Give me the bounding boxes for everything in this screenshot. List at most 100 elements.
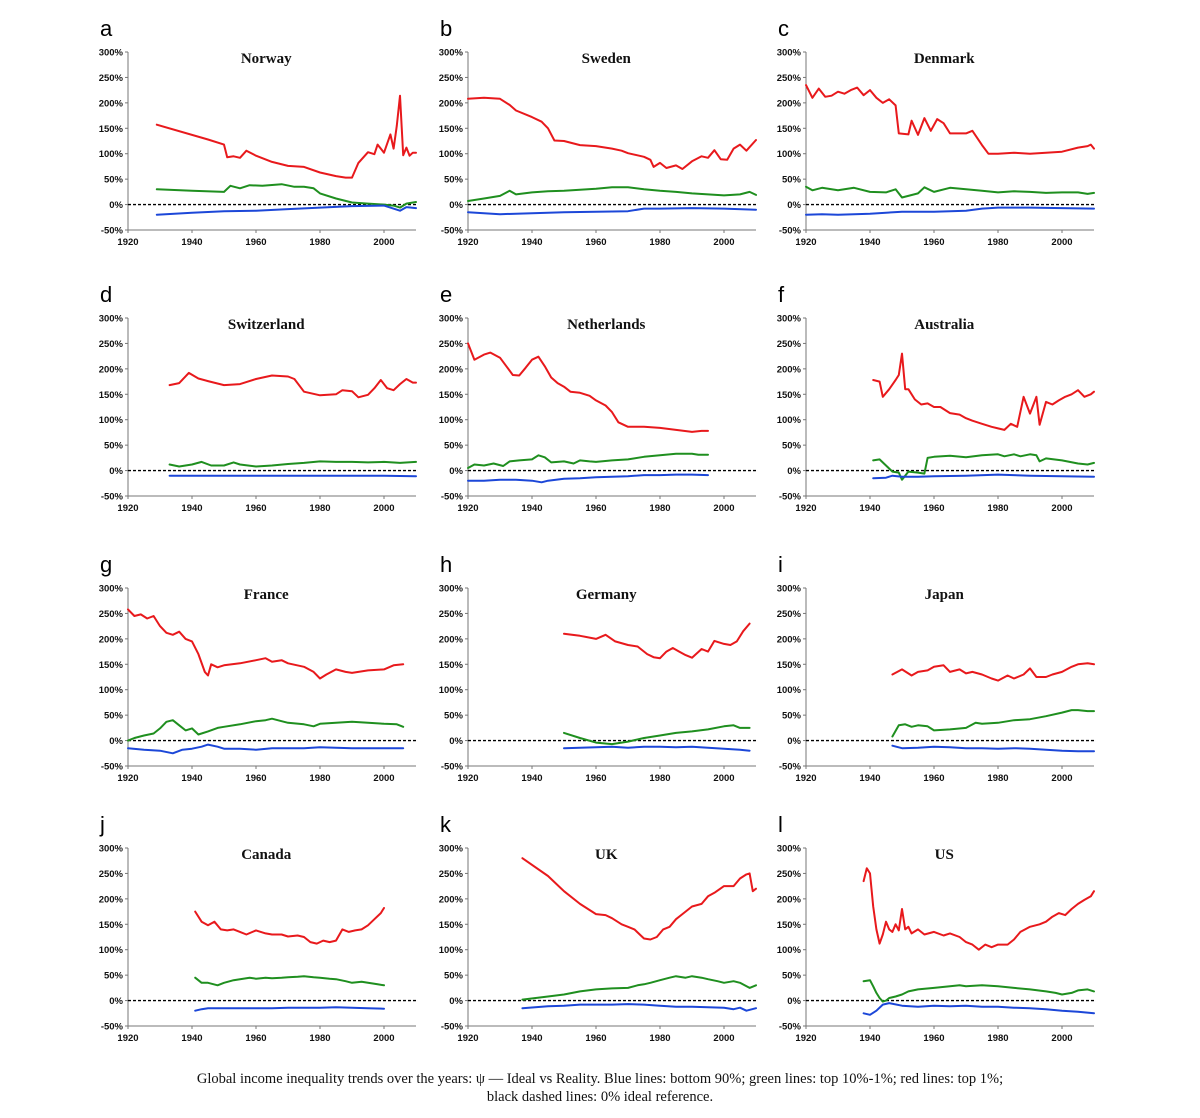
series-line-top10_1 <box>862 979 1095 1003</box>
y-tick-label: 50% <box>444 175 464 186</box>
x-tick-label: 1960 <box>923 1033 944 1044</box>
y-tick-label: 300% <box>777 314 802 325</box>
y-tick-label: 200% <box>99 634 124 645</box>
y-tick-label: -50% <box>779 226 802 237</box>
series-line-top10_1 <box>127 717 405 742</box>
series-line-top10_1 <box>891 709 1095 738</box>
x-tick-label: 1960 <box>923 237 944 248</box>
x-tick-label: 1920 <box>457 773 478 784</box>
chart-title: Germany <box>576 587 637 603</box>
x-tick-label: 2000 <box>373 237 394 248</box>
series-line-bottom90 <box>467 207 757 216</box>
x-tick-label: 1980 <box>649 773 670 784</box>
chart-panel-g: g France -50% 0% 50% 100% 150% 200% 250% 300% 1920… <box>99 552 416 784</box>
chart-title: France <box>244 587 289 603</box>
x-tick-label: 1980 <box>309 237 330 248</box>
y-tick-label: 150% <box>99 390 124 401</box>
x-tick-label: 1960 <box>245 503 266 514</box>
chart-title: Japan <box>925 587 965 603</box>
panel-letter: g <box>100 552 112 577</box>
y-tick-label: 150% <box>777 920 802 931</box>
y-tick-label: 200% <box>99 364 124 375</box>
y-tick-label: 150% <box>439 660 464 671</box>
y-tick-label: 250% <box>99 609 124 620</box>
y-tick-label: 250% <box>439 869 464 880</box>
panel-letter: f <box>778 282 785 307</box>
x-tick-label: 1940 <box>859 773 880 784</box>
y-tick-label: -50% <box>101 762 124 773</box>
x-tick-label: 1920 <box>795 237 816 248</box>
chart-panel-e: e Netherlands -50% 0% 50% 100% 150% 200% 250% 300… <box>439 282 756 514</box>
x-tick-label: 2000 <box>1051 773 1072 784</box>
chart-panel-j: j Canada -50% 0% 50% 100% 150% 200% 250% 300% 1920… <box>99 812 416 1044</box>
series-line-top1 <box>872 352 1095 431</box>
x-tick-label: 1960 <box>585 503 606 514</box>
y-tick-label: 150% <box>99 124 124 135</box>
x-tick-label: 1960 <box>923 503 944 514</box>
x-tick-label: 2000 <box>1051 237 1072 248</box>
figure-caption: Global income inequality trends over the… <box>0 1070 1200 1106</box>
y-tick-label: 50% <box>782 971 802 982</box>
chart-title: Netherlands <box>567 317 645 333</box>
y-tick-label: 0% <box>787 200 801 211</box>
y-tick-label: -50% <box>779 762 802 773</box>
y-tick-label: 0% <box>109 200 123 211</box>
chart-panel-a: a Norway -50% 0% 50% 100% 150% 200% 250% 300% 1920… <box>99 16 417 248</box>
x-tick-label: 1980 <box>309 1033 330 1044</box>
series-line-top10_1 <box>563 724 751 746</box>
chart-panel-f: f Australia -50% 0% 50% 100% 150% 200% 250% 300% 1… <box>777 282 1095 514</box>
series-line-bottom90 <box>521 1003 757 1012</box>
y-tick-label: 200% <box>439 894 464 905</box>
series-line-top1 <box>168 371 417 399</box>
x-tick-label: 1960 <box>585 237 606 248</box>
series-line-bottom90 <box>872 473 1095 480</box>
y-tick-label: 250% <box>99 869 124 880</box>
series-line-top10_1 <box>467 186 757 202</box>
x-tick-label: 1980 <box>309 773 330 784</box>
chart-panel-k: k UK -50% 0% 50% 100% 150% 200% 250% 300% 1920 1940… <box>439 812 757 1044</box>
x-tick-label: 2000 <box>373 1033 394 1044</box>
y-tick-label: 0% <box>109 736 123 747</box>
panel-letter: e <box>440 282 452 307</box>
y-tick-label: 150% <box>99 660 124 671</box>
chart-panel-l: l US -50% 0% 50% 100% 150% 200% 250% 300% 1920 1940… <box>777 812 1095 1044</box>
chart-panel-c: c Denmark -50% 0% 50% 100% 150% 200% 250% 300% 192… <box>777 16 1095 248</box>
series-line-top10_1 <box>194 975 385 987</box>
caption-line-2: black dashed lines: 0% ideal reference. <box>486 1089 714 1105</box>
x-tick-label: 1920 <box>457 1033 478 1044</box>
chart-panel-b: b Sweden -50% 0% 50% 100% 150% 200% 250% 300% 1920… <box>439 16 757 248</box>
y-tick-label: 0% <box>787 466 801 477</box>
y-tick-label: -50% <box>441 762 464 773</box>
series-line-bottom90 <box>563 745 751 752</box>
y-tick-label: 150% <box>439 124 464 135</box>
y-tick-label: 150% <box>777 660 802 671</box>
x-tick-label: 1940 <box>181 773 202 784</box>
y-tick-label: 0% <box>109 466 123 477</box>
y-tick-label: -50% <box>441 1022 464 1033</box>
series-line-top1 <box>155 94 417 179</box>
series-line-top1 <box>891 662 1095 682</box>
x-tick-label: 2000 <box>373 773 394 784</box>
y-tick-label: 200% <box>777 894 802 905</box>
y-tick-label: 0% <box>787 736 801 747</box>
y-tick-label: 100% <box>99 149 124 160</box>
x-tick-label: 1980 <box>649 503 670 514</box>
y-tick-label: 200% <box>777 364 802 375</box>
y-tick-label: 300% <box>99 314 124 325</box>
y-tick-label: 250% <box>439 73 464 84</box>
y-tick-label: 250% <box>439 609 464 620</box>
panel-letter: c <box>778 16 789 41</box>
x-tick-label: 1980 <box>987 773 1008 784</box>
y-tick-label: -50% <box>101 226 124 237</box>
x-tick-label: 1920 <box>117 503 138 514</box>
series-line-bottom90 <box>168 474 417 478</box>
panel-letter: k <box>440 812 452 837</box>
y-tick-label: 0% <box>787 996 801 1007</box>
x-tick-label: 2000 <box>713 773 734 784</box>
y-tick-label: 300% <box>99 584 124 595</box>
series-line-top1 <box>862 867 1095 951</box>
panel-letter: a <box>100 16 113 41</box>
y-tick-label: 50% <box>444 971 464 982</box>
chart-grid: a Norway -50% 0% 50% 100% 150% 200% 250% 300% 1920… <box>99 16 1095 1044</box>
y-tick-label: 300% <box>777 584 802 595</box>
